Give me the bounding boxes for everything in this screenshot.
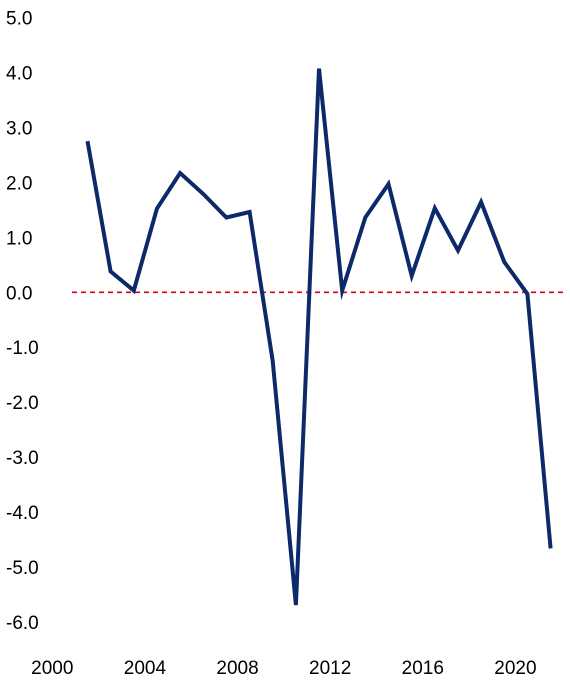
y-tick-label: -4.0 <box>6 503 39 524</box>
y-tick-label: 2.0 <box>6 173 32 194</box>
x-tick-label: 2016 <box>402 658 444 679</box>
x-axis-tick-labels: 2000 2004 2008 2012 2016 2020 <box>31 658 536 679</box>
y-tick-label: -6.0 <box>6 613 39 634</box>
y-tick-label: -5.0 <box>6 558 39 579</box>
y-tick-label: -1.0 <box>6 338 39 359</box>
x-tick-label: 2020 <box>494 658 536 679</box>
series-line <box>85 68 553 606</box>
series-group <box>85 68 553 606</box>
y-tick-label: -3.0 <box>6 448 39 469</box>
x-tick-label: 2000 <box>31 658 73 679</box>
y-tick-label: 0.0 <box>6 283 32 304</box>
y-tick-label: -2.0 <box>6 393 39 414</box>
x-tick-label: 2008 <box>216 658 258 679</box>
y-tick-label: 1.0 <box>6 228 32 249</box>
y-tick-label: 5.0 <box>6 9 32 30</box>
y-tick-label: 3.0 <box>6 118 32 139</box>
y-axis-tick-labels: 5.0 4.0 3.0 2.0 1.0 0.0 -1.0 -2.0 -3.0 -4.0 -5.0 -6… <box>6 9 39 635</box>
y-tick-label: 4.0 <box>6 63 32 84</box>
x-tick-label: 2004 <box>124 658 167 679</box>
x-tick-label: 2012 <box>309 658 351 679</box>
